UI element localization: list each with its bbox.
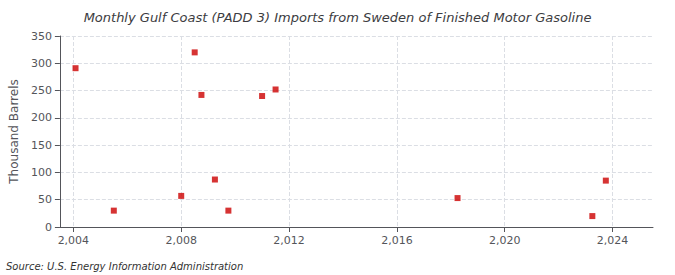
svg-text:50: 50 [38,193,52,206]
svg-text:2,016: 2,016 [381,234,413,247]
svg-text:200: 200 [31,111,52,124]
svg-text:2,024: 2,024 [597,234,629,247]
svg-text:300: 300 [31,57,52,70]
svg-text:Source: U.S. Energy Informatio: Source: U.S. Energy Information Administ… [6,261,243,272]
svg-text:Thousand Barrels: Thousand Barrels [7,79,21,184]
svg-text:2,020: 2,020 [489,234,520,247]
svg-text:250: 250 [31,84,52,97]
svg-text:2,012: 2,012 [273,234,305,247]
svg-text:350: 350 [31,30,52,43]
svg-text:2,008: 2,008 [165,234,197,247]
svg-text:0: 0 [45,221,52,234]
svg-text:100: 100 [31,166,52,179]
svg-text:Monthly Gulf Coast (PADD 3) Im: Monthly Gulf Coast (PADD 3) Imports from… [84,10,592,25]
svg-text:150: 150 [31,139,52,152]
svg-text:2,004: 2,004 [58,234,90,247]
